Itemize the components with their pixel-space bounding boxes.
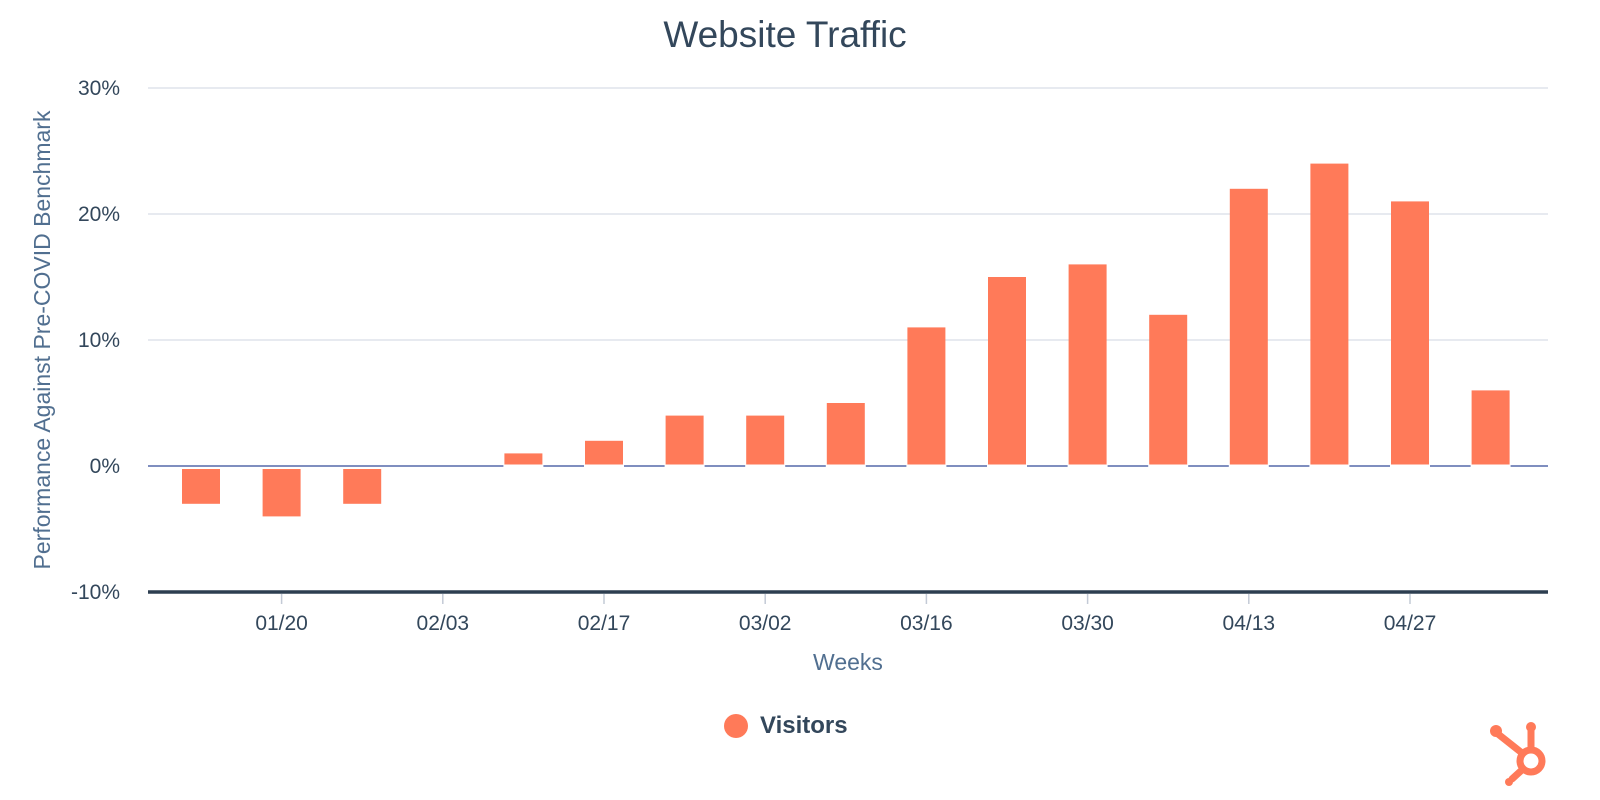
bar xyxy=(1310,163,1349,466)
bar xyxy=(585,440,623,466)
y-tick-label: 10% xyxy=(78,329,120,352)
y-tick-label: 30% xyxy=(78,77,120,100)
x-axis-label: Weeks xyxy=(813,649,883,675)
chart-title: Website Traffic xyxy=(663,14,906,55)
bar xyxy=(665,415,704,466)
y-tick-label: 0% xyxy=(90,455,120,478)
x-tick-label: 02/03 xyxy=(417,612,470,635)
x-tick-label: 03/30 xyxy=(1061,612,1114,635)
y-tick-label: 20% xyxy=(78,203,120,226)
legend-label-visitors: Visitors xyxy=(760,712,848,739)
bar xyxy=(1229,188,1268,467)
y-axis-label: Performance Against Pre-COVID Benchmark xyxy=(29,110,55,569)
x-tick-label: 03/16 xyxy=(900,612,953,635)
hubspot-sprocket-icon xyxy=(1490,722,1546,786)
bar xyxy=(343,469,382,504)
bar xyxy=(907,327,946,466)
x-tick-label: 02/17 xyxy=(578,612,631,635)
bar xyxy=(826,403,865,466)
bars xyxy=(182,163,1510,517)
x-axis-ticks: 01/20 02/03 02/17 03/02 03/16 03/30 04/13 04/27 xyxy=(255,594,1436,635)
y-tick-label: -10% xyxy=(71,581,120,604)
x-tick-label: 03/02 xyxy=(739,612,792,635)
bar xyxy=(1471,390,1510,466)
bar xyxy=(1149,314,1188,466)
bar xyxy=(746,415,785,466)
legend-marker xyxy=(724,714,748,738)
bar xyxy=(1391,201,1429,466)
legend[interactable]: Visitors xyxy=(724,712,848,740)
bar xyxy=(988,277,1026,466)
x-tick-label: 04/13 xyxy=(1223,612,1276,635)
x-tick-label: 01/20 xyxy=(255,612,308,635)
bar xyxy=(1068,264,1107,466)
bar xyxy=(182,469,220,504)
y-axis-ticks: -10% 0% 10% 20% 30% xyxy=(71,77,120,604)
bar xyxy=(504,453,543,466)
bar xyxy=(262,469,301,517)
x-tick-label: 04/27 xyxy=(1384,612,1437,635)
